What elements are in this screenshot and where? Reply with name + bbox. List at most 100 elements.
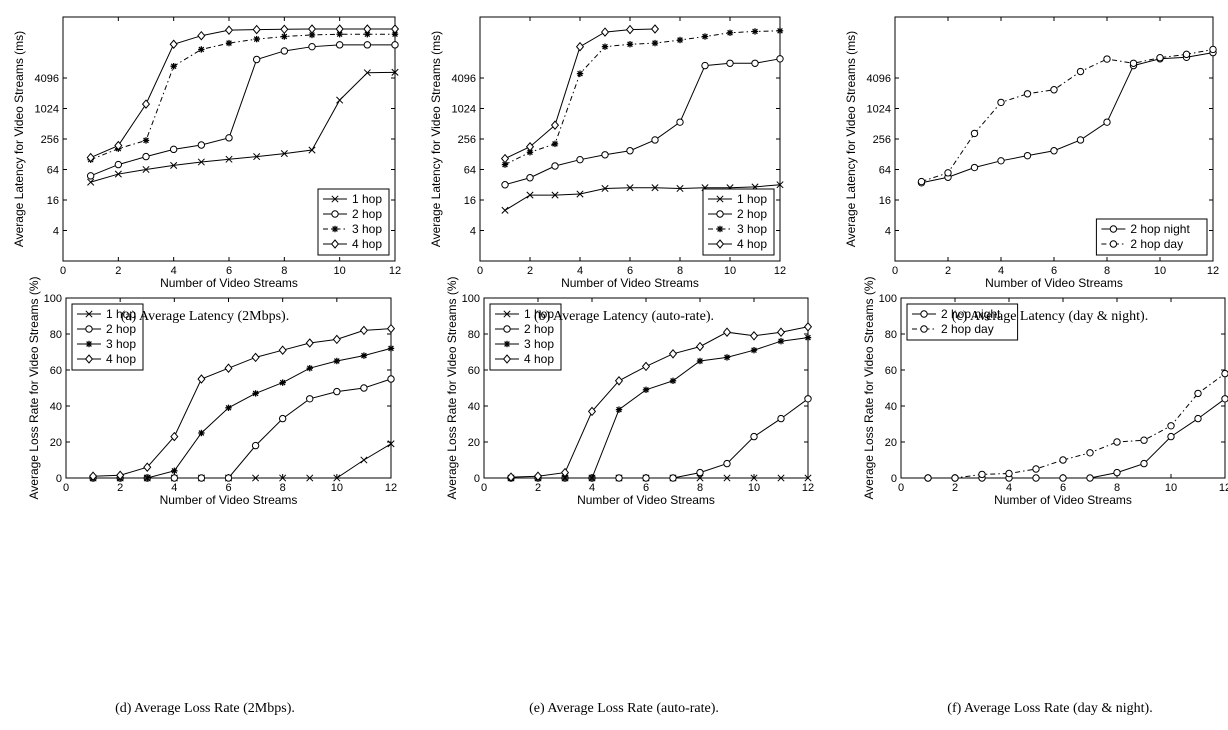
data-point (576, 190, 584, 198)
y-axis-label: Average Latency for Video Streams (ms) (429, 31, 443, 247)
data-point (642, 386, 650, 393)
data-point (1032, 465, 1040, 473)
y-axis-label: Average Loss Rate for Video Streams (%) (27, 277, 41, 500)
x-tick-label: 12 (802, 482, 814, 494)
data-point (114, 160, 123, 169)
data-point (333, 387, 341, 396)
y-tick-label: 40 (885, 401, 897, 413)
x-tick-label: 0 (60, 265, 66, 277)
data-point (305, 338, 314, 348)
y-tick-label: 100 (879, 293, 897, 305)
data-point (169, 39, 178, 50)
data-point (560, 467, 570, 478)
data-point (600, 27, 610, 37)
data-point (391, 41, 399, 49)
data-point (651, 39, 659, 47)
y-tick-label: 4 (53, 226, 59, 238)
x-axis-label: Number of Video Streams (561, 276, 699, 290)
data-point (668, 349, 678, 359)
y-tick-label: 4096 (35, 73, 59, 85)
data-point (669, 474, 677, 482)
chart-f: 0 2 4 6 8 10 12 0 20 40 60 80 100 Number of Video Str… (862, 277, 1228, 507)
y-tick-label: 64 (464, 165, 476, 177)
data-point (253, 153, 261, 161)
legend-marker (715, 239, 725, 249)
series-2-hop-day (917, 45, 1217, 186)
data-point (615, 406, 623, 413)
x-tick-label: 0 (898, 482, 904, 494)
legend-entry: 1 hop (106, 307, 136, 321)
data-point (170, 161, 178, 169)
legend-marker (85, 340, 93, 348)
data-point (751, 59, 759, 67)
x-tick-label: 2 (115, 265, 121, 277)
legend-marker (331, 195, 339, 203)
x-tick-label: 4 (171, 482, 177, 494)
x-axis-label: Number of Video Streams (577, 493, 715, 507)
data-point (1086, 449, 1094, 457)
data-point (278, 345, 287, 355)
x-axis-label: Number of Video Streams (160, 276, 298, 290)
x-tick-label: 12 (1207, 265, 1219, 277)
series-3-hop (87, 30, 399, 163)
data-point (1103, 55, 1111, 63)
data-point (1156, 54, 1164, 62)
series-line (93, 443, 392, 479)
legend-marker (330, 239, 340, 249)
y-tick-label: 256 (458, 134, 476, 146)
legend-entry: 3 hop (737, 222, 767, 236)
legend-entry: 2 hop (352, 207, 382, 221)
series-2-hop-day (924, 369, 1228, 482)
x-tick-label: 10 (1154, 265, 1166, 277)
legend-marker (85, 325, 93, 333)
series-2-hop-night (917, 48, 1217, 187)
data-point (1005, 469, 1013, 478)
legend-marker (502, 354, 512, 364)
data-point (363, 69, 371, 77)
x-tick-label: 0 (481, 482, 487, 494)
data-point (1103, 118, 1111, 126)
y-tick-label: 80 (885, 329, 897, 341)
data-point (804, 474, 812, 482)
data-point (601, 184, 609, 193)
data-point (625, 24, 635, 35)
series-line (93, 347, 392, 479)
data-point (776, 27, 784, 35)
legend-entry: 4 hop (106, 352, 136, 366)
y-tick-label: 100 (44, 293, 62, 305)
y-tick-label: 80 (468, 329, 480, 341)
data-point (576, 70, 584, 77)
x-axis-label: Number of Video Streams (985, 276, 1123, 290)
data-point (749, 331, 759, 341)
legend-box (1095, 218, 1208, 256)
y-tick-label: 0 (474, 473, 480, 485)
y-tick-label: 64 (879, 165, 891, 177)
chart-e: 0 2 4 6 8 10 12 0 20 40 60 80 100 Number of Video Str… (445, 277, 814, 508)
data-point (1194, 389, 1202, 398)
data-point (306, 365, 313, 372)
legend-marker (920, 325, 928, 333)
data-point (550, 120, 560, 130)
data-point (1023, 90, 1032, 98)
data-point (970, 163, 979, 172)
data-point (336, 96, 344, 104)
legend-entry: 1 hop (352, 192, 382, 206)
series-line (511, 337, 809, 479)
data-point (1113, 438, 1121, 446)
y-tick-label: 16 (879, 195, 891, 207)
x-tick-label: 2 (952, 482, 958, 494)
x-tick-label: 4 (998, 265, 1004, 277)
data-point (525, 141, 535, 152)
x-tick-label: 2 (945, 265, 951, 277)
data-point (723, 459, 731, 468)
data-point (722, 327, 732, 337)
data-point (332, 334, 341, 345)
x-tick-label: 6 (627, 265, 633, 277)
data-point (601, 43, 609, 50)
data-point (1059, 456, 1067, 464)
legend-entry: 2 hop (524, 322, 554, 336)
x-tick-label: 10 (331, 482, 343, 494)
x-tick-label: 10 (748, 482, 760, 494)
